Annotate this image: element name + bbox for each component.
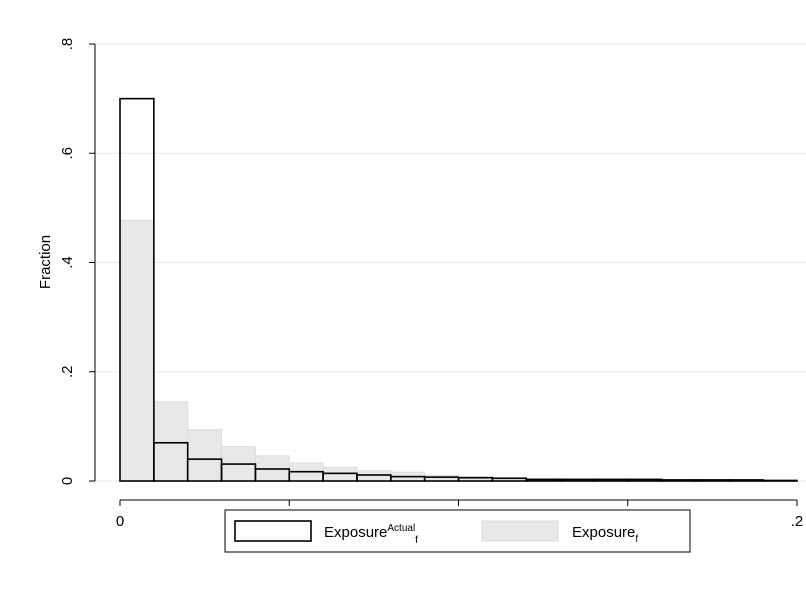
x-tick-label: 0: [116, 513, 124, 530]
bar: [119, 219, 155, 482]
bar: [153, 401, 189, 482]
legend-name: Exposure: [572, 524, 635, 541]
bar: [322, 466, 358, 482]
bar: [119, 97, 155, 482]
y-axis-title: Fraction: [37, 235, 54, 289]
y-tick-label: 0: [59, 477, 76, 485]
legend-superscript: Actual: [387, 523, 415, 534]
y-tick-label: .6: [59, 147, 76, 160]
y-tick-label: .2: [59, 365, 76, 378]
legend-name: Exposure: [324, 524, 387, 541]
y-tick-label: .4: [59, 256, 76, 269]
legend: [224, 509, 691, 553]
bar: [424, 475, 459, 482]
legend-key: [234, 520, 312, 542]
bar: [660, 479, 697, 482]
bar: [694, 479, 731, 482]
legend-label: ExposureActualf: [324, 523, 418, 546]
x-tick-label: .2: [791, 513, 804, 530]
bar: [728, 479, 764, 482]
y-tick-label: .8: [59, 38, 76, 51]
legend-subscript: f: [415, 535, 418, 546]
bar: [762, 479, 798, 482]
legend-key: [481, 520, 559, 542]
bar: [356, 470, 392, 482]
bar: [187, 429, 223, 482]
legend-label: Exposuref: [572, 524, 638, 545]
legend-subscript: f: [635, 534, 638, 545]
